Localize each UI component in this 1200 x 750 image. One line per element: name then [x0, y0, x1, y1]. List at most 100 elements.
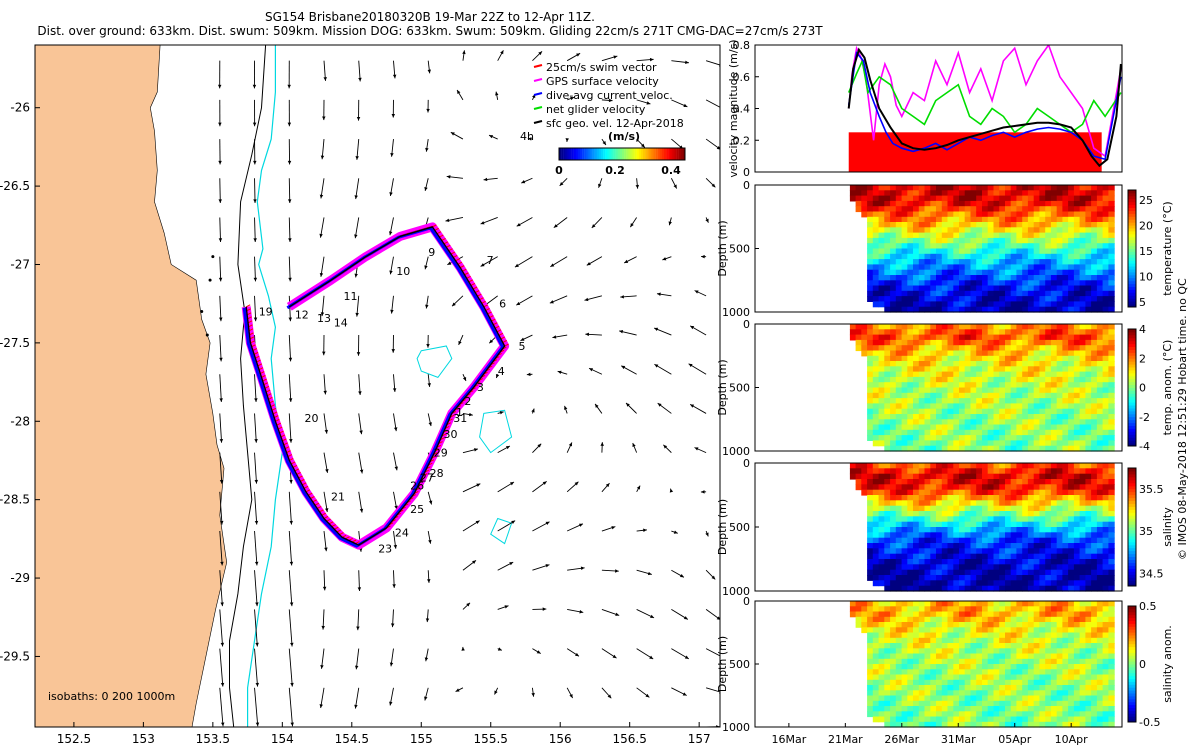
section-cell: [1016, 564, 1023, 571]
section-cell: [1010, 637, 1017, 644]
section-cell: [953, 259, 960, 265]
section-cell: [982, 445, 989, 452]
section-cell: [1091, 345, 1098, 352]
section-cell: [1096, 227, 1104, 234]
section-cell: [1039, 253, 1046, 260]
section-cell: [1033, 548, 1040, 555]
section-cell: [970, 414, 977, 420]
section-cell: [884, 664, 891, 670]
section-cell: [936, 527, 943, 533]
section-cell: [970, 516, 977, 523]
section-cell: [1045, 685, 1052, 691]
section-cell: [1091, 403, 1098, 410]
section-cell: [936, 495, 943, 501]
section-cell: [1016, 685, 1023, 691]
section-cell: [930, 285, 937, 292]
section-cell: [1108, 259, 1115, 265]
section-cell: [1039, 403, 1046, 410]
section-cell: [1045, 711, 1052, 718]
section-cell: [1039, 521, 1046, 528]
section-cell: [1027, 339, 1035, 346]
section-cell: [895, 408, 903, 415]
section-cell: [947, 237, 954, 244]
section-cell: [913, 237, 920, 244]
section-cell: [1062, 537, 1069, 544]
section-cell: [1056, 345, 1063, 352]
geostrophic-arrow-head: [450, 132, 455, 136]
section-colorbar-cell: [1128, 422, 1136, 426]
section-cell: [1091, 505, 1098, 512]
section-cell: [1005, 685, 1012, 691]
section-cell: [999, 479, 1006, 485]
section-cell: [1096, 285, 1104, 292]
section-cell: [941, 301, 949, 308]
geostrophic-arrow: [288, 530, 293, 566]
section-cell: [1045, 376, 1052, 383]
section-cell: [930, 679, 937, 686]
section-cell: [999, 527, 1006, 533]
section-cell: [1005, 324, 1012, 330]
section-cell: [1073, 387, 1081, 394]
section-cell: [1056, 527, 1063, 533]
colorbar-cell: [619, 148, 623, 160]
section-cell: [901, 711, 908, 718]
section-cell: [884, 253, 891, 260]
section-cell: [1010, 500, 1017, 507]
section-cell: [849, 185, 857, 191]
section-cell: [936, 500, 943, 507]
section-cell: [1079, 585, 1086, 592]
section-cell: [953, 585, 960, 592]
section-cell: [861, 468, 868, 475]
section-cell: [878, 690, 885, 697]
section-cell: [1005, 711, 1012, 718]
section-cell: [872, 669, 880, 676]
section-cell: [1016, 253, 1023, 260]
section-cell: [982, 553, 989, 560]
section-cell: [895, 206, 903, 213]
section-cell: [1005, 350, 1012, 357]
section-cell: [1045, 306, 1052, 313]
section-cell: [901, 264, 908, 271]
section-cell: [1102, 296, 1109, 302]
section-cell: [959, 690, 966, 697]
section-cell: [867, 637, 874, 644]
section-cell: [941, 339, 949, 346]
section-cell: [924, 553, 931, 560]
section-cell: [1050, 275, 1058, 281]
section-cell: [872, 658, 880, 665]
section-cell: [872, 237, 880, 244]
geostrophic-arrow-head: [427, 383, 431, 387]
section-cell: [953, 216, 960, 223]
section-cell: [970, 227, 977, 234]
section-cell: [1096, 521, 1104, 528]
section-cell: [976, 632, 983, 639]
section-cell: [999, 376, 1006, 383]
section-cell: [867, 479, 874, 485]
section-colorbar-cell: [1128, 213, 1136, 217]
section-cell: [947, 200, 954, 207]
section-cell: [1016, 350, 1023, 357]
section-cell: [993, 387, 1000, 394]
section-cell: [884, 700, 891, 707]
section-cell: [1022, 324, 1029, 330]
swim-vector: [448, 248, 453, 252]
vel-y-tick-label: 0: [743, 166, 750, 179]
geostrophic-arrow-head: [288, 317, 292, 322]
section-cell: [907, 643, 914, 649]
section-cell: [1062, 185, 1069, 191]
seamount-contour: [479, 409, 513, 454]
section-cell: [867, 253, 874, 260]
section-cell: [907, 361, 914, 367]
geostrophic-arrow-head: [424, 696, 428, 701]
section-cell: [982, 398, 989, 404]
section-cell: [993, 190, 1000, 197]
section-cell: [1050, 440, 1058, 447]
section-cell: [982, 339, 989, 346]
section-cell: [987, 243, 994, 250]
section-cell: [878, 345, 885, 352]
section-cell: [953, 301, 960, 308]
section-cell: [941, 627, 949, 634]
section-cell: [1033, 559, 1040, 565]
section-cell: [907, 398, 914, 404]
swim-vector: [334, 526, 339, 530]
